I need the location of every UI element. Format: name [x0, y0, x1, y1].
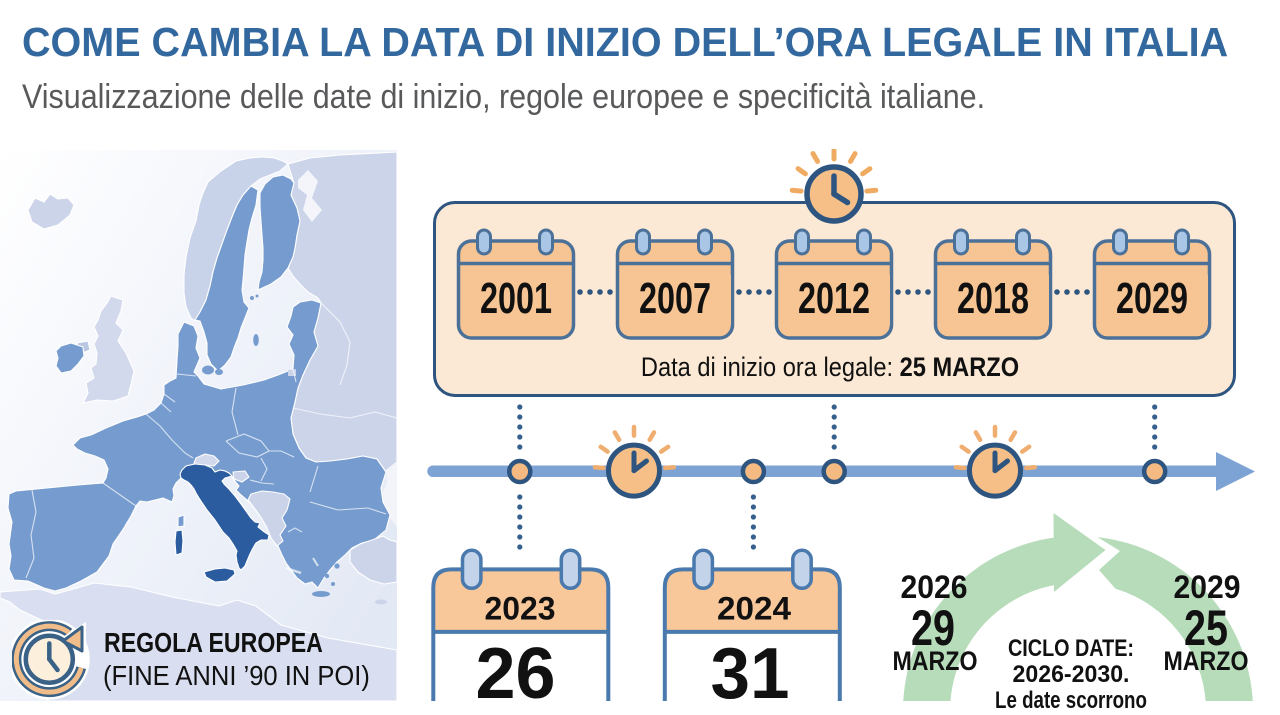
svg-text:2001: 2001 — [480, 274, 552, 323]
svg-text:2007: 2007 — [639, 274, 711, 323]
svg-text:31: 31 — [711, 634, 790, 701]
svg-text:2029: 2029 — [1116, 274, 1188, 323]
svg-text:26: 26 — [476, 634, 556, 701]
svg-text:2018: 2018 — [957, 274, 1029, 323]
svg-text:2012: 2012 — [798, 274, 870, 323]
svg-text:2023: 2023 — [485, 591, 556, 627]
svg-text:2024: 2024 — [717, 591, 791, 627]
